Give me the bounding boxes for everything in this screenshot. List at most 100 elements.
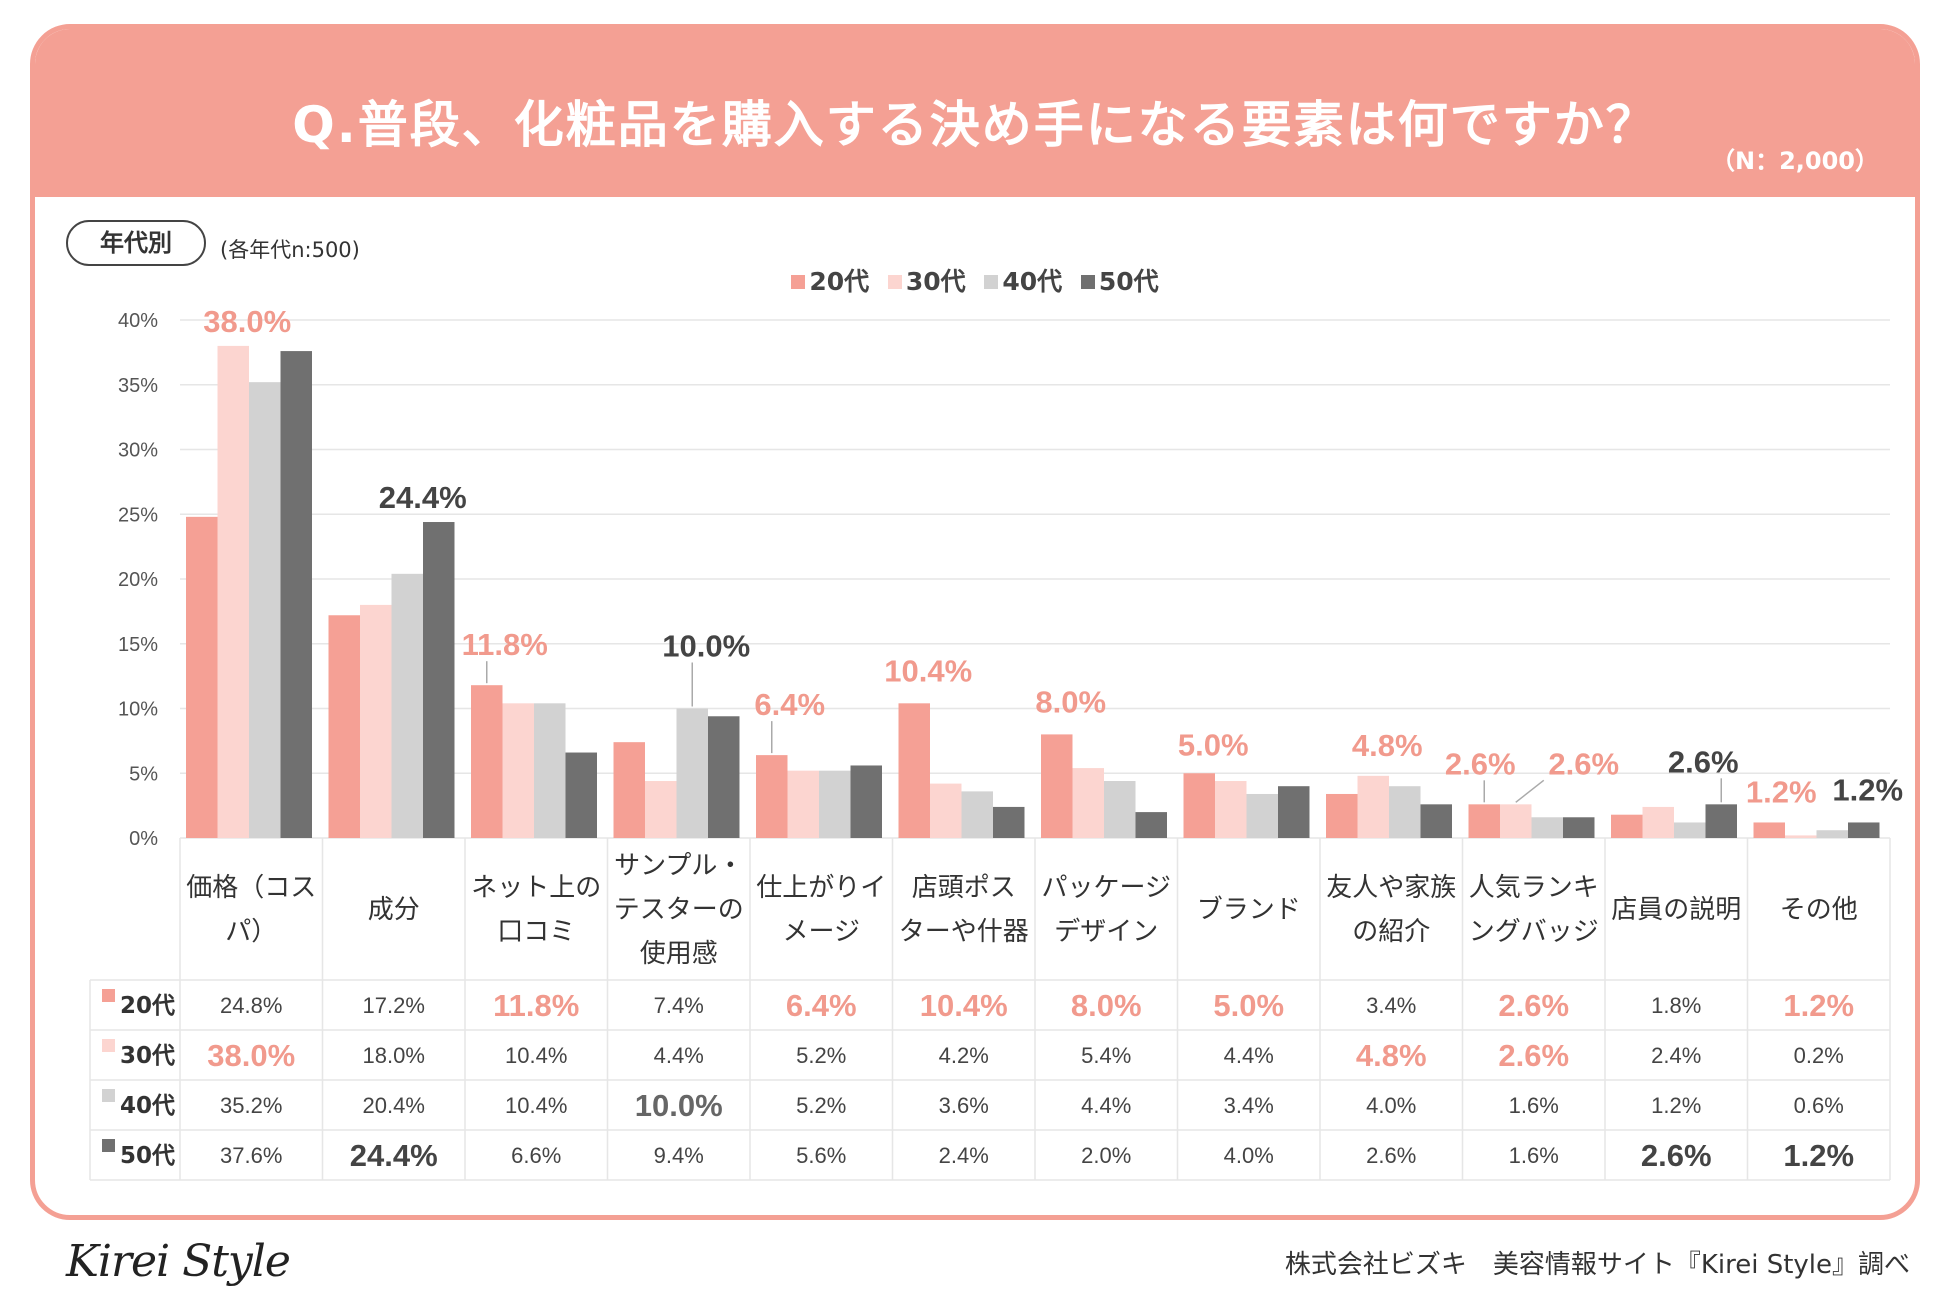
- table-cell: 5.2%: [796, 1093, 846, 1118]
- table-cell: 5.2%: [796, 1043, 846, 1068]
- table-cell: 1.6%: [1509, 1143, 1559, 1168]
- bar: [186, 516, 218, 838]
- category-label: 使用感: [640, 939, 718, 969]
- table-cell: 7.4%: [654, 993, 704, 1018]
- bar: [1563, 817, 1595, 838]
- y-tick-label: 30%: [118, 440, 158, 462]
- bar: [898, 703, 930, 838]
- bar: [502, 703, 534, 838]
- bar-value-label: 5.0%: [1178, 727, 1249, 762]
- table-cell: 37.6%: [220, 1143, 282, 1168]
- legend-item-20: 20代: [791, 262, 869, 298]
- bar: [613, 742, 645, 838]
- chart-legend: 20代 30代 40代 50代: [0, 262, 1950, 298]
- row-swatch: [102, 1039, 115, 1052]
- y-tick-label: 15%: [118, 634, 158, 656]
- bar: [961, 791, 993, 838]
- bar: [645, 781, 677, 838]
- bar: [391, 573, 423, 838]
- table-cell: 1.2%: [1651, 1093, 1701, 1118]
- bar: [1326, 793, 1358, 838]
- table-cell: 17.2%: [363, 993, 425, 1018]
- table-cell: 4.4%: [1081, 1093, 1131, 1118]
- category-label: デザイン: [1054, 917, 1158, 947]
- table-cell: 0.2%: [1794, 1043, 1844, 1068]
- bar: [1642, 806, 1674, 838]
- bar: [1816, 830, 1848, 838]
- table-cell: 10.4%: [505, 1093, 567, 1118]
- legend-swatch-40: [984, 275, 999, 289]
- row-swatch: [102, 989, 115, 1002]
- bar: [1215, 781, 1247, 838]
- bar: [930, 783, 962, 838]
- segment-pill: 年代別: [66, 220, 206, 266]
- legend-item-30: 30代: [887, 262, 966, 298]
- callout-leader: [1515, 779, 1545, 803]
- y-tick-label: 10%: [118, 699, 158, 721]
- table-cell: 5.6%: [796, 1143, 846, 1168]
- bar: [1848, 822, 1880, 838]
- bar: [756, 755, 788, 838]
- bar: [1674, 822, 1706, 838]
- bar: [1531, 817, 1563, 838]
- segment-note: (各年代n:500): [220, 238, 360, 262]
- y-tick-label: 25%: [118, 504, 158, 526]
- category-label: サンプル・: [614, 851, 743, 881]
- bar-value-label: 2.6%: [1445, 746, 1516, 781]
- row-swatch: [102, 1139, 115, 1152]
- table-cell: 0.6%: [1794, 1093, 1844, 1118]
- table-cell: 2.4%: [939, 1143, 989, 1168]
- bar-value-label: 2.6%: [1668, 744, 1739, 779]
- table-cell: 18.0%: [363, 1043, 425, 1068]
- table-cell: 6.6%: [511, 1143, 561, 1168]
- brand-logo: Kirei Style: [66, 1236, 291, 1287]
- bar-value-label: 8.0%: [1035, 684, 1106, 719]
- legend-label-50: 50代: [1098, 267, 1159, 296]
- table-cell: 2.6%: [1641, 1138, 1712, 1173]
- table-cell: 11.8%: [493, 988, 579, 1023]
- bar: [1072, 768, 1104, 838]
- table-cell: 38.0%: [207, 1038, 295, 1073]
- category-label: ブランド: [1197, 895, 1301, 925]
- table-cell: 2.6%: [1498, 1038, 1569, 1073]
- table-cell: 3.4%: [1366, 993, 1416, 1018]
- table-cell: 8.0%: [1071, 988, 1142, 1023]
- bar: [1135, 812, 1167, 838]
- bar: [1041, 734, 1073, 838]
- row-label: 50代: [120, 1143, 175, 1169]
- category-label: その他: [1780, 895, 1858, 925]
- legend-label-20: 20代: [809, 267, 870, 296]
- bar: [1785, 835, 1817, 838]
- bar-value-label: 2.6%: [1548, 746, 1619, 781]
- title-banner: Q.普段、化粧品を購入する決め手になる要素は何ですか？ （N：2,000）: [35, 29, 1915, 197]
- category-label: パ）: [225, 917, 277, 947]
- table-cell: 2.4%: [1651, 1043, 1701, 1068]
- category-label: 友人や家族: [1326, 873, 1456, 903]
- bar: [423, 522, 455, 838]
- bar-value-label: 4.8%: [1352, 728, 1423, 763]
- source-credit: 株式会社ビズキ 美容情報サイト『Kirei Style』調べ: [1284, 1250, 1910, 1280]
- bar: [993, 806, 1025, 838]
- category-label: 人気ランキ: [1469, 873, 1599, 903]
- table-cell: 5.0%: [1213, 988, 1284, 1023]
- table-cell: 1.6%: [1509, 1093, 1559, 1118]
- table-cell: 4.8%: [1356, 1038, 1427, 1073]
- category-label: パッケージ: [1042, 873, 1171, 903]
- table-cell: 9.4%: [654, 1143, 704, 1168]
- category-label: 成分: [368, 895, 420, 925]
- y-tick-label: 5%: [129, 763, 158, 785]
- table-cell: 5.4%: [1081, 1043, 1131, 1068]
- bar-value-label: 38.0%: [203, 304, 291, 339]
- category-label: 店員の説明: [1611, 895, 1741, 925]
- bar: [471, 685, 503, 838]
- table-cell: 24.4%: [350, 1138, 438, 1173]
- bar: [1278, 786, 1310, 838]
- bar-value-label: 1.2%: [1832, 772, 1903, 807]
- bar: [1246, 793, 1278, 838]
- legend-item-50: 50代: [1080, 262, 1159, 298]
- y-tick-label: 35%: [118, 375, 158, 397]
- table-cell: 1.8%: [1651, 993, 1701, 1018]
- legend-item-40: 40代: [984, 262, 1062, 298]
- y-tick-label: 40%: [118, 310, 158, 332]
